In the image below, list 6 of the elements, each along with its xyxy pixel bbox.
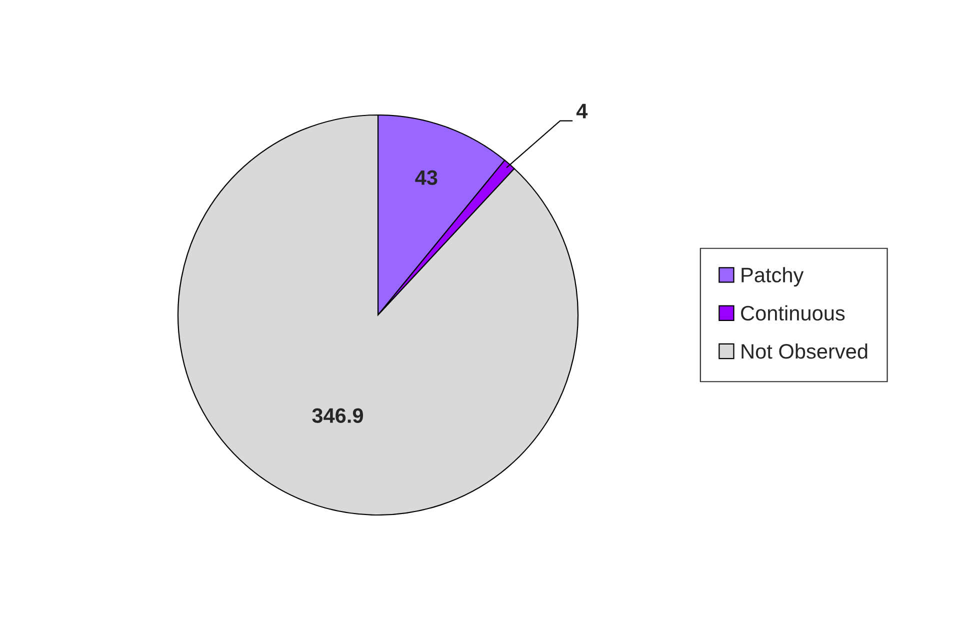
legend-label: Patchy (742, 267, 804, 287)
legend-label: Not Observed (742, 343, 868, 359)
data-label: 4 (576, 104, 588, 118)
legend-label: Continuous (741, 305, 845, 321)
data-label: 346.9 (312, 408, 364, 423)
data-label: 43 (415, 170, 438, 186)
